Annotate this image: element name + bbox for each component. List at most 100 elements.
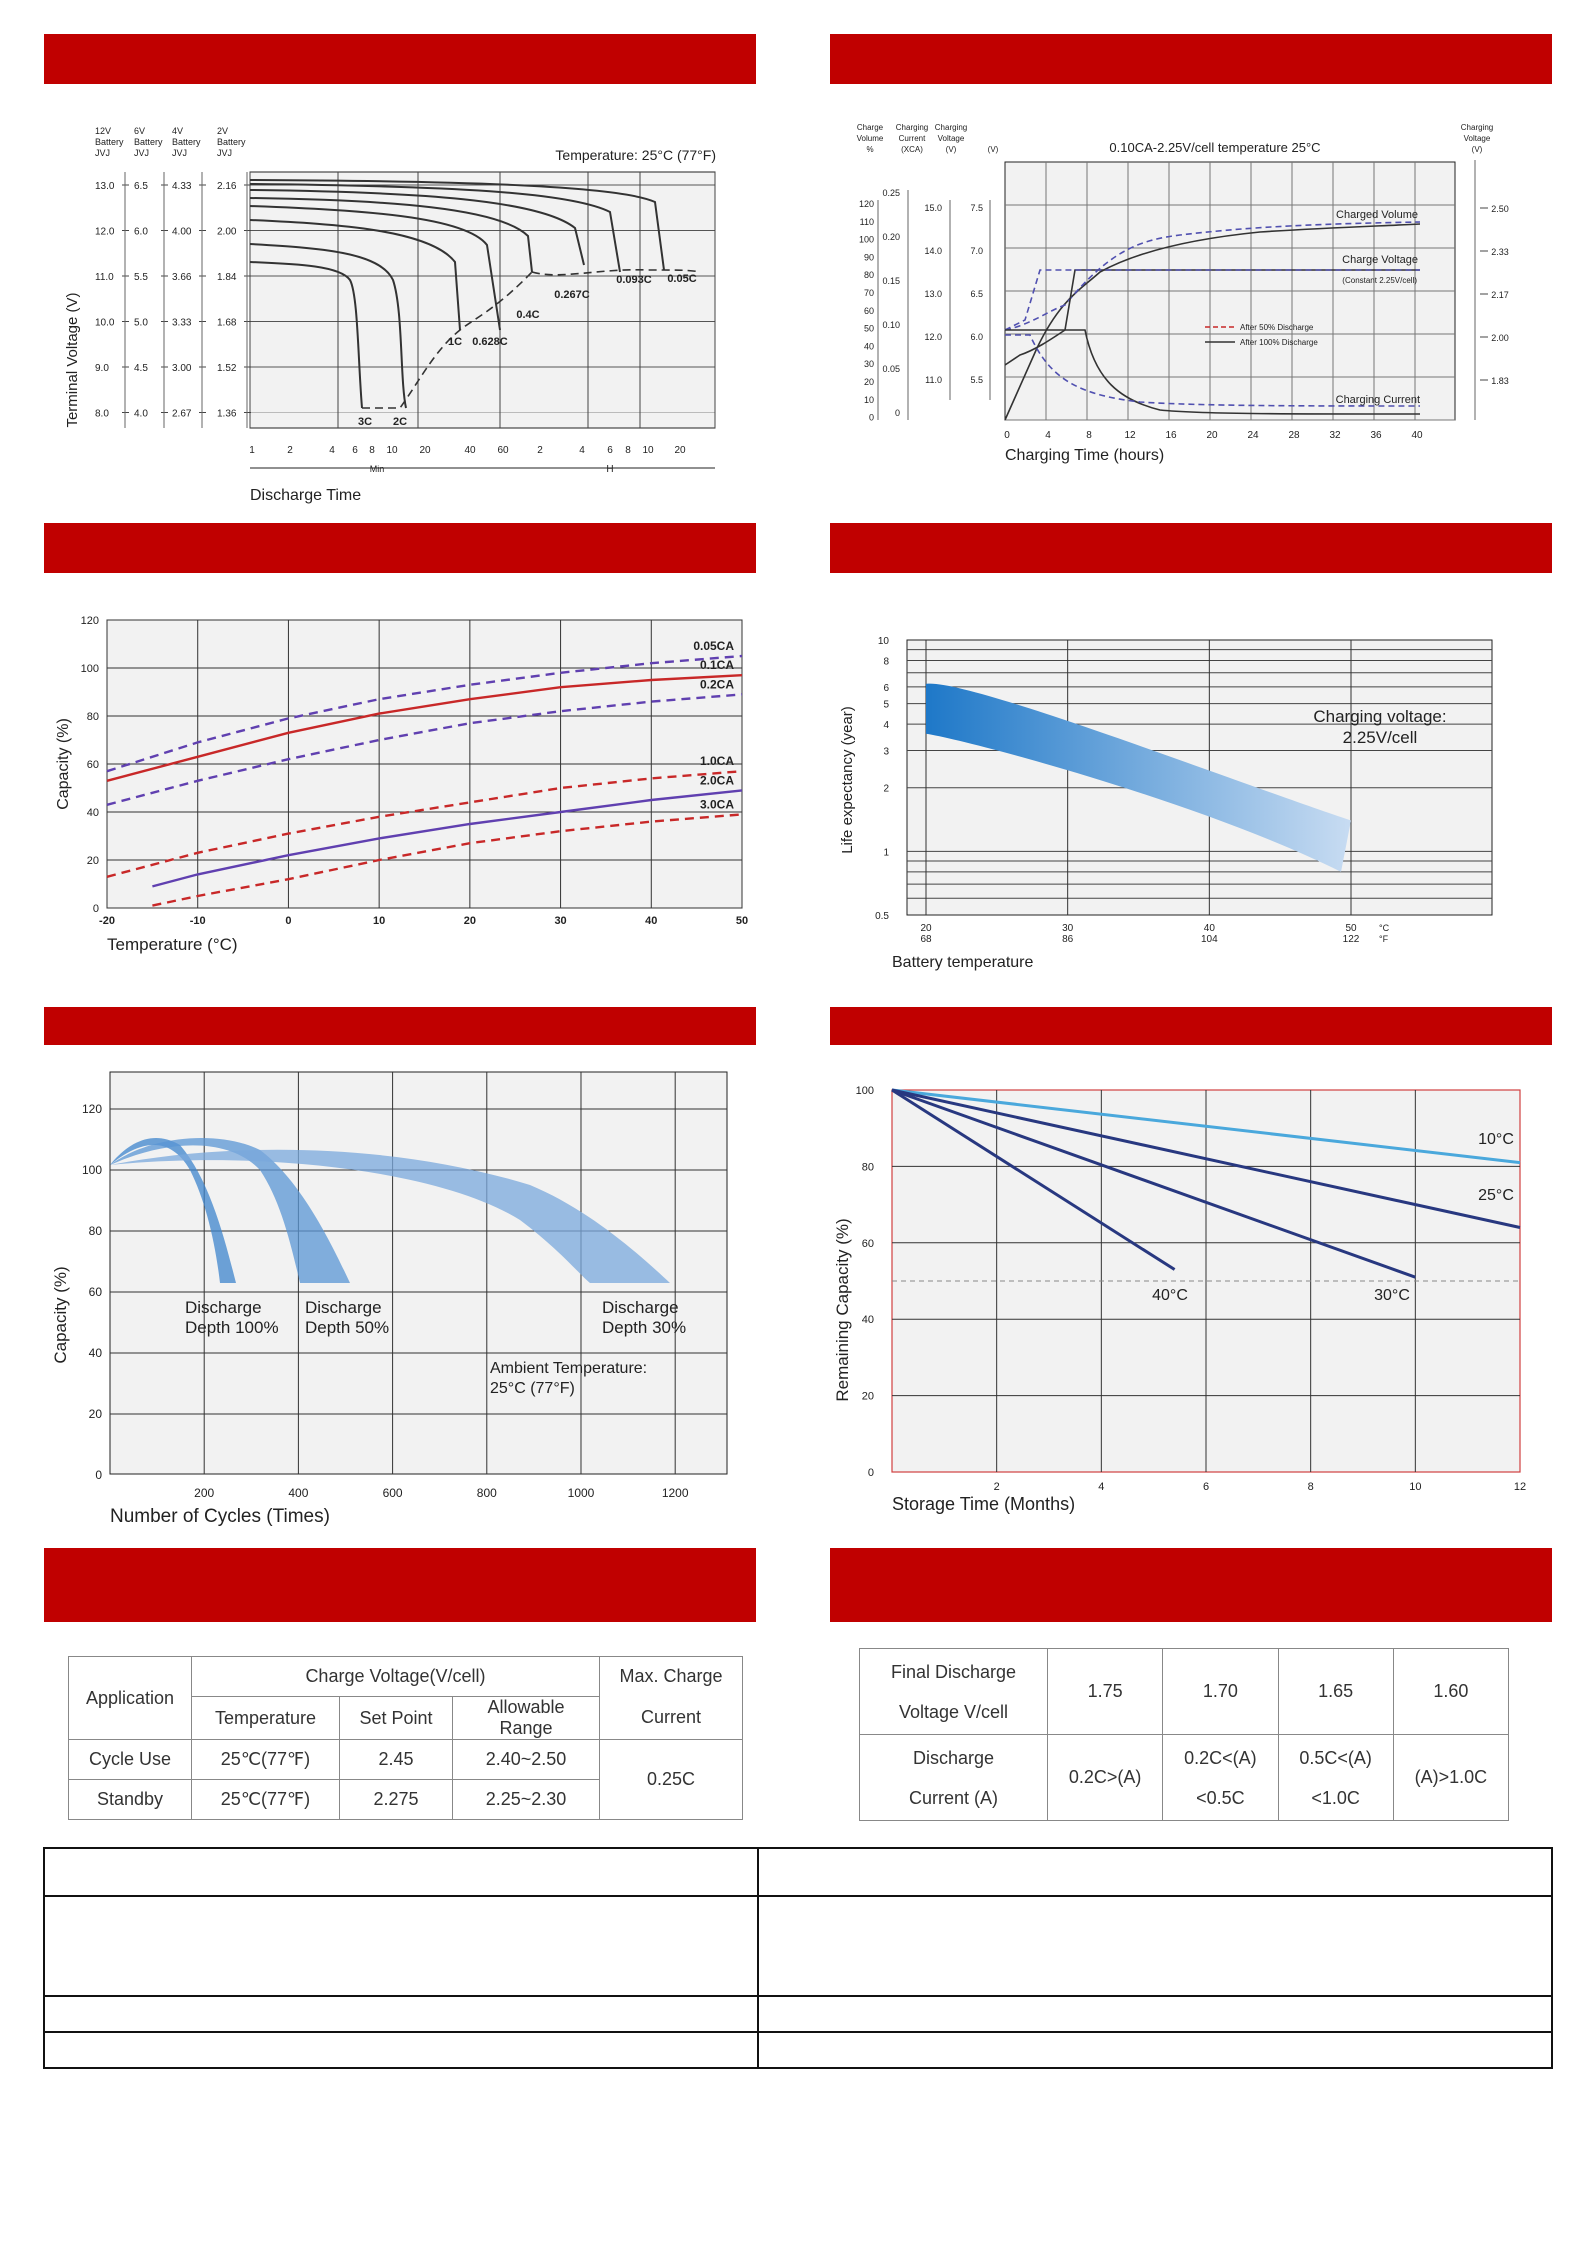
row-app: Standby xyxy=(68,1779,192,1820)
volume-tick: 50 xyxy=(864,324,874,334)
volume-tick: 0 xyxy=(869,413,874,423)
volume-tick: 120 xyxy=(859,199,874,209)
series-label: 1.0CA xyxy=(700,754,734,768)
voltage-value: 1.60 xyxy=(1392,1648,1510,1735)
discharge-characteristics-chart: 12VBatteryJVJ13.012.011.010.09.08.06VBat… xyxy=(64,126,716,504)
x-tick-label: 24 xyxy=(1247,430,1259,441)
curve-label: 0.267C xyxy=(554,289,590,301)
y-tick-label: 2.00 xyxy=(217,227,237,238)
annotation-line2: 2.25V/cell xyxy=(1343,728,1418,747)
x-tick-label: 10 xyxy=(1409,1481,1421,1493)
x-tick-label: 20 xyxy=(674,445,686,456)
storage-line xyxy=(891,1088,1521,1229)
axis-header: Voltage xyxy=(938,134,965,143)
section-bar-life xyxy=(830,523,1552,573)
axis-header: (V) xyxy=(1472,145,1483,154)
y-tick-label: 10.0 xyxy=(95,318,115,329)
x-tick-label: 4 xyxy=(579,445,585,456)
recovery-line xyxy=(362,271,533,409)
y-tick-label: 20 xyxy=(862,1391,874,1403)
curve-label: 0.628C xyxy=(472,336,508,348)
max-current-value: 0.25C xyxy=(599,1739,743,1820)
charge-voltage-dashed xyxy=(1004,269,1420,331)
voltage-tick: 6.5 xyxy=(970,289,983,299)
depth-label-line1: Discharge xyxy=(305,1298,382,1317)
axis-header: Voltage xyxy=(1464,134,1491,143)
scale-header: JVJ xyxy=(95,148,110,158)
voltage-tick: 15.0 xyxy=(924,203,942,213)
x-tick-label: 600 xyxy=(383,1486,403,1500)
x-axis-label: Storage Time (Months) xyxy=(892,1494,1075,1514)
y-tick-label: 12.0 xyxy=(95,227,115,238)
x-axis-label: Temperature (°C) xyxy=(107,935,238,954)
current-tick: 0.05 xyxy=(882,364,900,374)
x-tick-label: 28 xyxy=(1288,430,1300,441)
current-header: Current xyxy=(599,1696,743,1740)
depth-label-line1: Discharge xyxy=(185,1298,262,1317)
current-value: 0.5C<(A) <1.0C xyxy=(1277,1734,1394,1821)
axis-header: Charging xyxy=(896,123,928,132)
section-bar-charging xyxy=(830,34,1552,84)
axis-header: (V) xyxy=(946,145,957,154)
charging-characteristics-chart: Charge Volume% Charging Current (XCA) Chargin… xyxy=(857,123,1509,464)
x-tick-label: 2 xyxy=(537,445,543,456)
scale-header: Battery xyxy=(134,137,163,147)
series-label: 0.1CA xyxy=(700,658,734,672)
y-tick-label: 80 xyxy=(862,1161,874,1173)
blank-cell xyxy=(757,1895,1553,1997)
right-tick: 1.83 xyxy=(1491,376,1509,386)
x-tick-label: 20 xyxy=(419,445,431,456)
y-tick-label: 40 xyxy=(862,1314,874,1326)
x-tick-label: -20 xyxy=(99,915,115,927)
axis-header: Volume xyxy=(857,134,884,143)
series-label: 30°C xyxy=(1374,1287,1410,1304)
depth-label-line2: Depth 30% xyxy=(602,1318,686,1337)
series-line xyxy=(106,770,743,878)
y-tick-label: 1 xyxy=(883,847,889,858)
y-tick-label: 1.36 xyxy=(217,409,237,420)
voltage-tick: 14.0 xyxy=(924,246,942,256)
row-range: 2.25~2.30 xyxy=(452,1779,600,1820)
scale-header: JVJ xyxy=(217,148,232,158)
x-tick-label: 40 xyxy=(1411,430,1423,441)
cycle-life-chart: 0 20 40 60 80 100 120 200 400 600 800 1000 1200 Disch… xyxy=(51,1071,728,1527)
y-tick-label: 8 xyxy=(883,656,889,667)
current-tick: 0.20 xyxy=(882,232,900,242)
blank-cell xyxy=(757,1847,1553,1897)
discharge-curve xyxy=(249,219,461,331)
y-tick-label: 10 xyxy=(878,636,890,647)
y-tick-label: 5 xyxy=(883,700,889,711)
charging-current-label: Charging Current xyxy=(1336,394,1420,406)
current-line1: Discharge xyxy=(912,1747,995,1768)
axis-header: (XCA) xyxy=(901,145,923,154)
discharge-curve xyxy=(249,183,621,273)
voltage-tick: 7.5 xyxy=(970,203,983,213)
x-tick-label: 2 xyxy=(994,1481,1000,1493)
storage-line xyxy=(891,1088,1176,1271)
y-axis-label: Capacity (%) xyxy=(51,1266,70,1363)
x-tick-label: 4 xyxy=(1045,430,1051,441)
temperature-capacity-chart: 0 20 40 60 80 100 120 -20 -10 0 10 20 30 40 50 0.05CA 0.… xyxy=(55,615,748,954)
row-app: Cycle Use xyxy=(68,1739,192,1780)
x-tick-label: 4 xyxy=(329,445,335,456)
scale-header: JVJ xyxy=(134,148,149,158)
y-axis-label: Capacity (%) xyxy=(55,718,72,810)
section-bar-temperature xyxy=(44,523,756,573)
x-tick-label: 4 xyxy=(1098,1481,1104,1493)
y-tick-label: 0.5 xyxy=(875,911,889,922)
charge-voltage-table: Application Charge Voltage(V/cell) Max. … xyxy=(68,1656,743,1820)
series-label: 2.0CA xyxy=(700,773,734,787)
y-tick-label: 5.0 xyxy=(134,318,148,329)
unit-fahrenheit: °F xyxy=(1379,934,1389,944)
y-axis-label: Life expectancy (year) xyxy=(839,706,856,854)
y-axis-label: Remaining Capacity (%) xyxy=(833,1218,852,1401)
x-tick-label: 32 xyxy=(1329,430,1341,441)
storage-line xyxy=(891,1088,1521,1165)
x-tick-label: 16 xyxy=(1165,430,1177,441)
discharge-curve xyxy=(249,205,501,331)
ambient-line1: Ambient Temperature: xyxy=(490,1360,647,1377)
charging-title: 0.10CA-2.25V/cell temperature 25°C xyxy=(1109,140,1320,155)
x-tick-label: 40 xyxy=(464,445,476,456)
blank-cell xyxy=(43,1995,759,2033)
